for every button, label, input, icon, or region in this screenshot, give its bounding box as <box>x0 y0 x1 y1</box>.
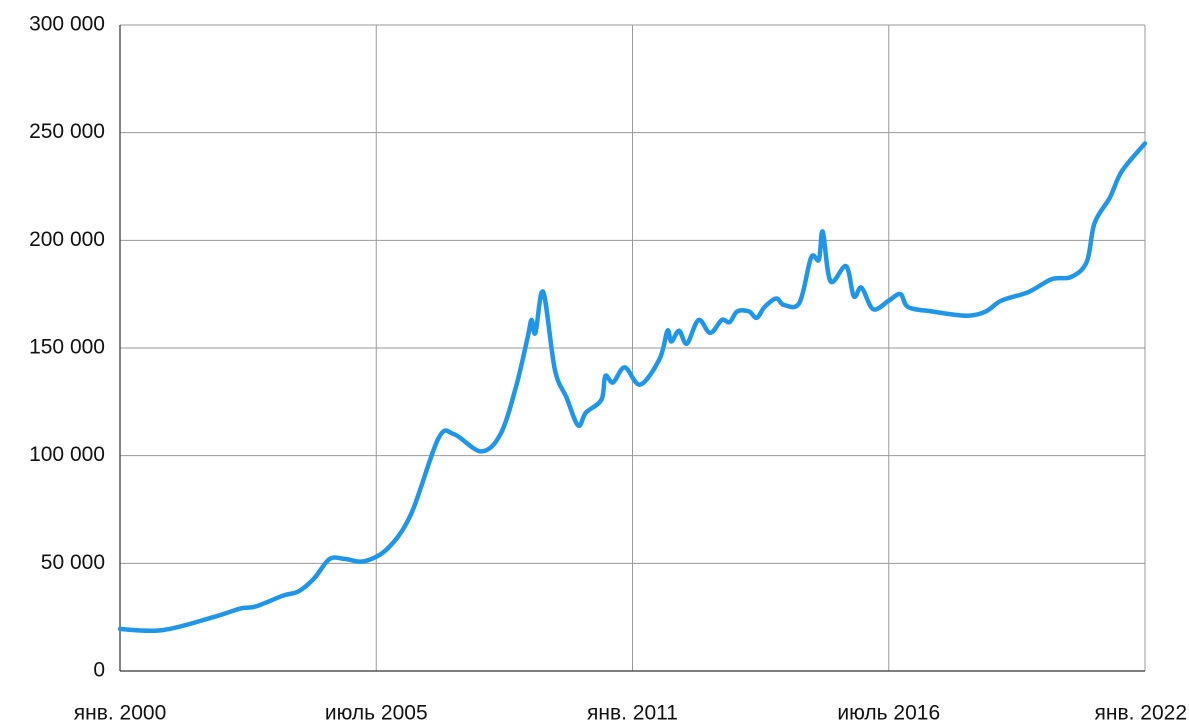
labels: 0 50 000 100 000 150 000 200 000 250 000 300 0… <box>29 13 1187 725</box>
x-tick-label: июль 2005 <box>325 702 428 725</box>
x-tick-label: янв. 2022 <box>1094 702 1187 725</box>
x-tick-label: янв. 2011 <box>587 702 678 725</box>
y-tick-label: 250 000 <box>29 120 105 143</box>
y-tick-label: 0 <box>93 659 105 682</box>
y-tick-label: 100 000 <box>29 443 105 466</box>
x-tick-label: июль 2016 <box>837 702 940 725</box>
y-tick-label: 50 000 <box>41 551 105 574</box>
grid <box>119 24 1146 672</box>
y-tick-label: 200 000 <box>29 228 105 251</box>
y-tick-label: 300 000 <box>29 13 105 36</box>
y-tick-label: 150 000 <box>29 336 105 359</box>
x-tick-label: янв. 2000 <box>74 702 167 725</box>
line <box>117 141 1148 634</box>
plot <box>117 141 1148 634</box>
